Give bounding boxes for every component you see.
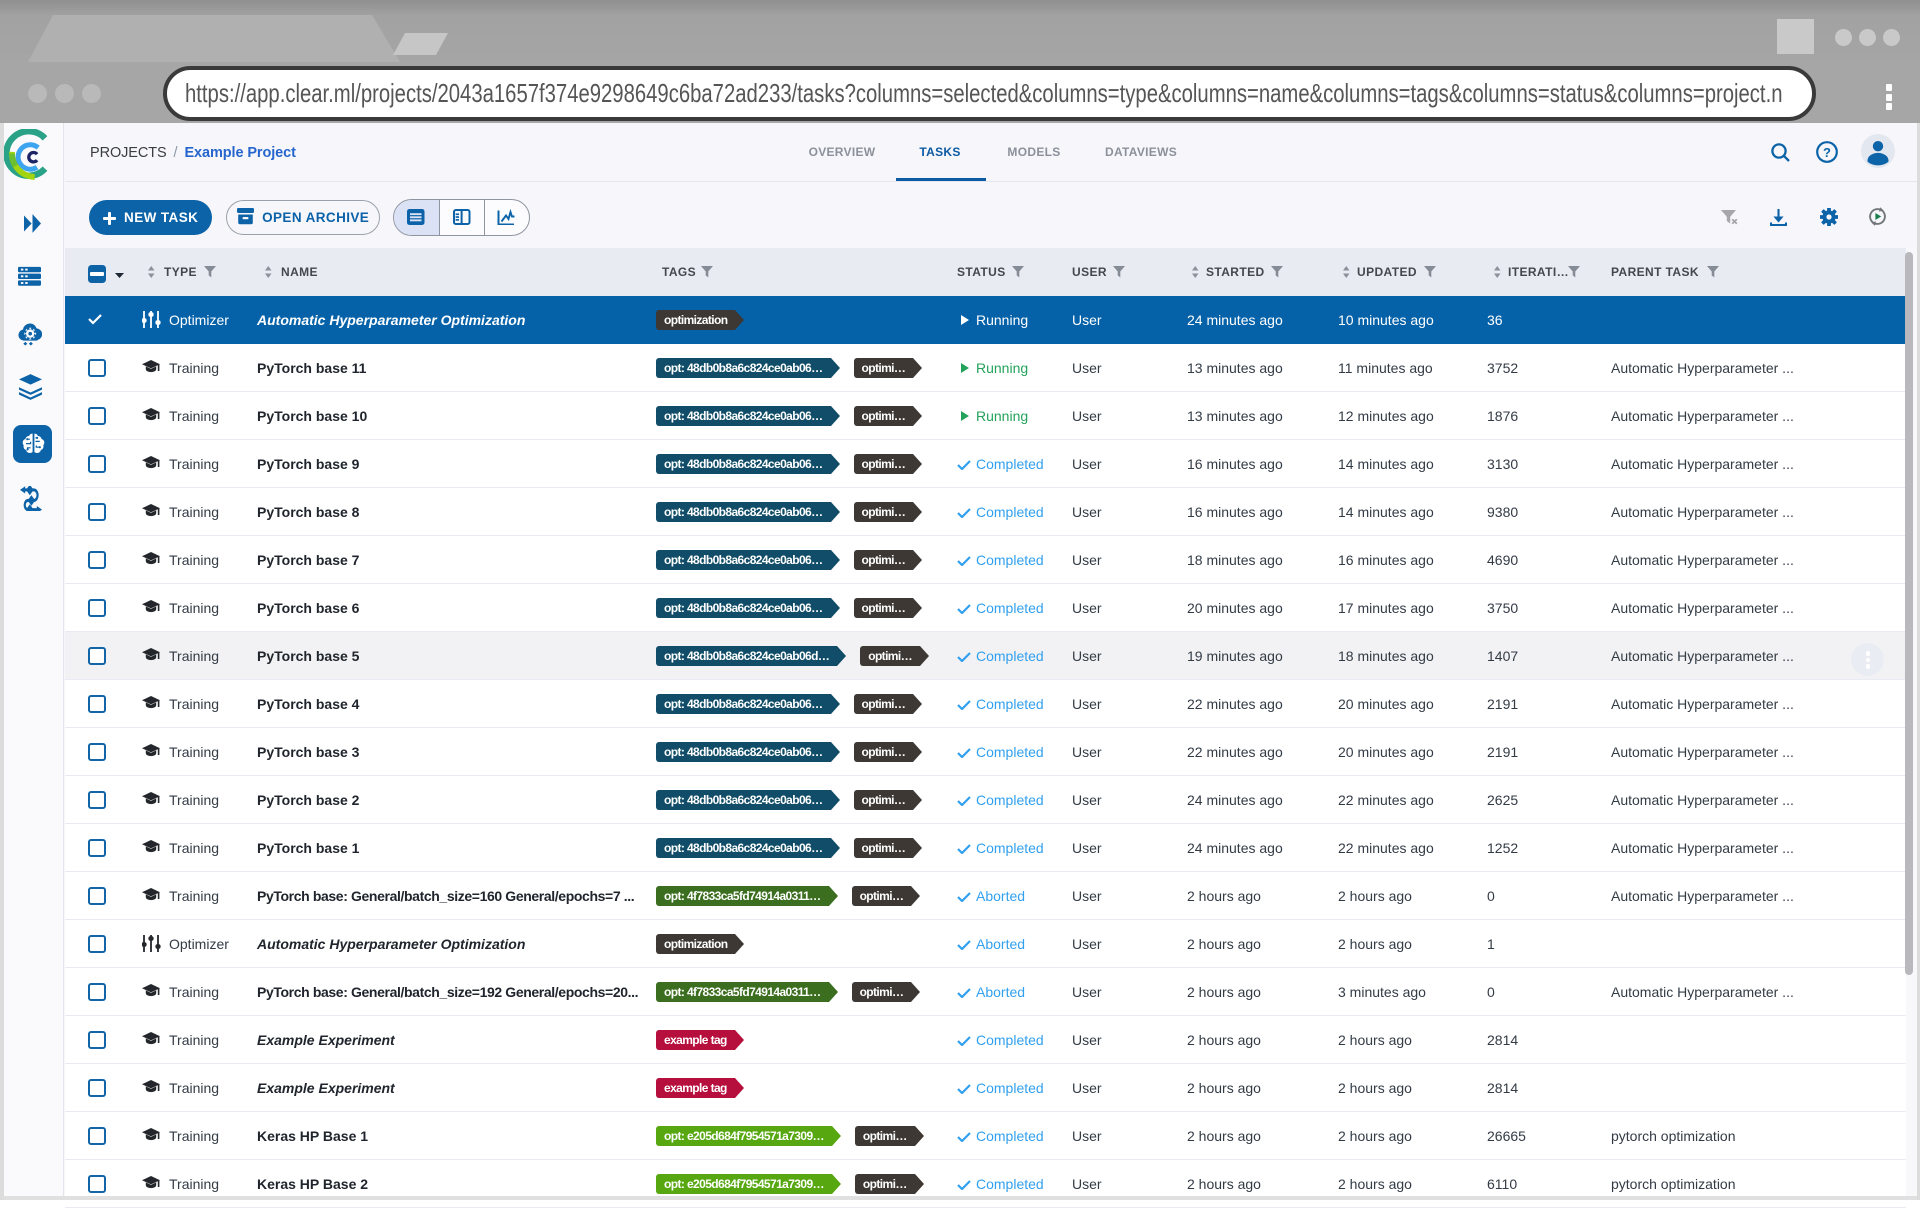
svg-text:?: ?	[1823, 145, 1831, 160]
